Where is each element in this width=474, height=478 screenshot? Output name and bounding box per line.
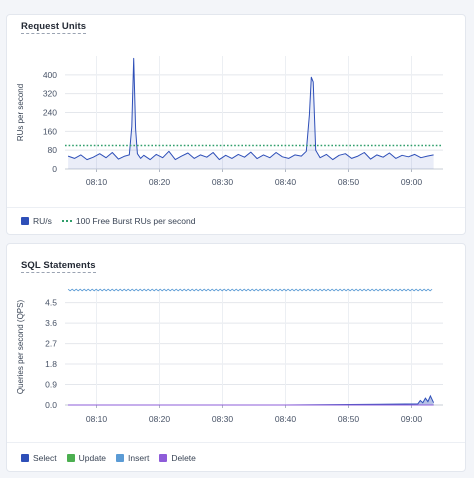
y-tick-label: 80: [48, 145, 58, 155]
update-swatch: [66, 454, 75, 462]
rus-swatch: [21, 217, 29, 225]
x-tick-label: 08:50: [338, 177, 360, 187]
x-tick-label: 08:50: [338, 414, 360, 424]
y-tick-label: 320: [43, 89, 57, 99]
select-swatch: [21, 454, 29, 462]
y-tick-label: 0.9: [45, 380, 57, 390]
legend-label-select: Select: [33, 453, 57, 463]
legend-item-burst[interactable]: 100 Free Burst RUs per second: [61, 216, 196, 226]
x-tick-label: 08:30: [212, 177, 234, 187]
request-units-title[interactable]: Request Units: [21, 21, 87, 34]
request-units-chart: 0 80 160 240 320 400 08:10 08:20 08:30 08:40 08:50…: [16, 56, 443, 187]
y-tick-label: 2.7: [45, 339, 57, 349]
y-tick-label: 160: [43, 126, 57, 136]
x-tick-label: 08:20: [149, 177, 171, 187]
series-area-select: [68, 395, 434, 405]
y-axis-label: Queries per second (QPS): [16, 300, 25, 395]
y-tick-label: 240: [43, 108, 57, 118]
legend-item-select[interactable]: Select: [21, 453, 57, 463]
x-tick-label: 08:10: [86, 414, 108, 424]
delete-swatch: [159, 454, 168, 462]
y-tick-label: 3.6: [45, 318, 57, 328]
insert-swatch: [116, 454, 125, 462]
sql-statements-panel: SQL Statements 0.0 0.9 1.8 2.7 3.6 4.5 08:10 08…: [6, 243, 466, 472]
x-tick-label: 08:10: [86, 177, 108, 187]
legend-item-update[interactable]: Update: [66, 453, 107, 463]
legend-label-burst: 100 Free Burst RUs per second: [75, 216, 196, 226]
y-tick-label: 0.0: [45, 400, 57, 410]
sql-statements-legend: Select Update Insert Delete: [21, 453, 196, 463]
x-tick-label: 08:20: [149, 414, 171, 424]
top-reference-line: [67, 288, 433, 292]
x-tick-label: 08:30: [212, 414, 234, 424]
x-tick-label: 08:40: [275, 414, 297, 424]
x-tick-label: 08:40: [275, 177, 297, 187]
x-tick-label: 09:00: [401, 177, 423, 187]
y-tick-label: 4.5: [45, 298, 57, 308]
y-axis-label: RUs per second: [16, 84, 25, 141]
legend-divider: [7, 207, 465, 208]
y-tick-label: 400: [43, 70, 57, 80]
legend-item-delete[interactable]: Delete: [159, 453, 196, 463]
y-tick-label: 1.8: [45, 359, 57, 369]
x-tick-label: 09:00: [401, 414, 423, 424]
sql-statements-chart: 0.0 0.9 1.8 2.7 3.6 4.5 08:10 08:20 08:30 08:40 08…: [16, 288, 443, 424]
legend-item-rus[interactable]: RU/s: [21, 216, 52, 226]
y-tick-label: 0: [52, 164, 57, 174]
legend-label-rus: RU/s: [33, 216, 52, 226]
request-units-panel: Request Units 0 80 160 240 320 400 08:10 08:20 0…: [6, 14, 466, 235]
sql-statements-title[interactable]: SQL Statements: [21, 260, 96, 273]
legend-divider: [7, 442, 465, 443]
series-line-select: [68, 394, 435, 406]
legend-label-update: Update: [78, 453, 107, 463]
legend-item-insert[interactable]: Insert: [116, 453, 149, 463]
legend-label-delete: Delete: [171, 453, 196, 463]
series-line-ru-s: [67, 57, 434, 161]
burst-dotted-swatch: [61, 220, 72, 222]
legend-label-insert: Insert: [128, 453, 150, 463]
request-units-legend: RU/s 100 Free Burst RUs per second: [21, 216, 195, 226]
